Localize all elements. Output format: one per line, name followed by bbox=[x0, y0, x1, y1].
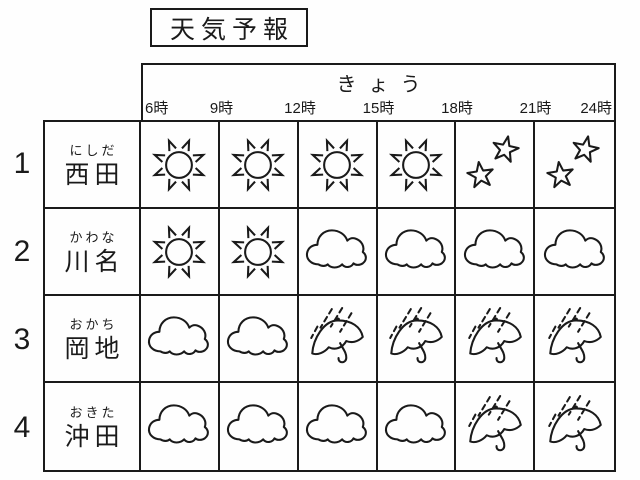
furigana-label: かわな bbox=[69, 230, 118, 246]
rain-umbrella-icon bbox=[304, 306, 370, 372]
forecast-grid: にしだ西田かわな川名おかち岡地おきた沖田 bbox=[43, 120, 616, 472]
cloud-icon bbox=[304, 219, 370, 285]
sun-icon bbox=[225, 219, 291, 285]
rain-umbrella-icon bbox=[383, 306, 449, 372]
cloud-icon bbox=[225, 306, 291, 372]
cloud-icon bbox=[383, 394, 449, 460]
weather-cell-row2-col3 bbox=[298, 209, 378, 296]
weather-cell-row1-col1 bbox=[141, 122, 220, 209]
cloud-icon bbox=[462, 219, 528, 285]
weather-cell-row1-col4 bbox=[377, 122, 457, 209]
rain-umbrella-icon bbox=[542, 306, 608, 372]
weather-cell-row2-col6 bbox=[535, 209, 614, 296]
weather-cell-row3-col2 bbox=[219, 296, 299, 383]
stars-icon bbox=[462, 132, 528, 198]
name-cell-沖田: おきた 沖田 bbox=[45, 383, 141, 470]
sun-icon bbox=[146, 219, 212, 285]
cloud-icon bbox=[304, 394, 370, 460]
sun-icon bbox=[304, 132, 370, 198]
rain-umbrella-icon bbox=[462, 306, 528, 372]
cloud-icon bbox=[146, 394, 212, 460]
weather-cell-row3-col1 bbox=[141, 296, 220, 383]
name-cell-西田: にしだ 西田 bbox=[45, 122, 141, 209]
page-title: 天気予報 bbox=[150, 8, 308, 47]
weather-cell-row4-col1 bbox=[141, 383, 220, 470]
time-labels-row: 6時 9時 12時 15時 18時 21時 24時 bbox=[143, 99, 614, 118]
sun-icon bbox=[146, 132, 212, 198]
weather-cell-row4-col2 bbox=[220, 383, 299, 470]
weather-cell-row4-col4 bbox=[378, 383, 457, 470]
name-label: 川名 bbox=[64, 248, 125, 277]
name-cell-岡地: おかち 岡地 bbox=[45, 296, 141, 383]
weather-cell-row3-col4 bbox=[377, 296, 457, 383]
weather-cell-row2-col5 bbox=[456, 209, 536, 296]
weather-cell-row3-col3 bbox=[298, 296, 378, 383]
row-number-2: 2 bbox=[13, 235, 31, 268]
name-label: 西田 bbox=[64, 161, 125, 190]
furigana-label: おきた bbox=[69, 405, 118, 421]
weather-cell-row2-col4 bbox=[377, 209, 457, 296]
name-label: 岡地 bbox=[64, 335, 125, 364]
time-label-21時: 21時 bbox=[519, 100, 552, 117]
weather-cell-row3-col5 bbox=[456, 296, 536, 383]
sun-icon bbox=[225, 132, 291, 198]
cloud-icon bbox=[146, 306, 212, 372]
rain-umbrella-icon bbox=[462, 394, 528, 460]
weather-cell-row1-col3 bbox=[298, 122, 378, 209]
time-label-18時: 18時 bbox=[441, 100, 473, 117]
weather-cell-row1-col5 bbox=[456, 122, 536, 209]
weather-cell-row1-col6 bbox=[535, 122, 614, 209]
weather-cell-row4-col3 bbox=[299, 383, 378, 470]
cloud-icon bbox=[542, 219, 608, 285]
weather-cell-row3-col6 bbox=[535, 296, 614, 383]
weather-cell-row4-col6 bbox=[535, 383, 614, 470]
time-label-6時: 6時 bbox=[145, 100, 169, 117]
weather-cell-row4-col5 bbox=[456, 383, 536, 470]
cloud-icon bbox=[383, 219, 449, 285]
name-cell-川名: かわな 川名 bbox=[45, 209, 141, 296]
time-label-24時: 24時 bbox=[580, 100, 612, 117]
time-label-15時: 15時 bbox=[362, 100, 395, 117]
name-label: 沖田 bbox=[64, 423, 125, 452]
day-header: きょう bbox=[336, 74, 433, 96]
stars-icon bbox=[542, 132, 608, 198]
row-number-3: 3 bbox=[13, 323, 31, 356]
row-number-1: 1 bbox=[13, 147, 31, 180]
row-number-4: 4 bbox=[13, 411, 31, 444]
furigana-label: にしだ bbox=[69, 143, 118, 159]
time-label-12時: 12時 bbox=[284, 100, 316, 117]
weather-cell-row2-col1 bbox=[141, 209, 220, 296]
furigana-label: おかち bbox=[69, 317, 118, 333]
rain-umbrella-icon bbox=[542, 394, 608, 460]
sun-icon bbox=[383, 132, 449, 198]
page-title-text: 天気予報 bbox=[169, 15, 294, 44]
table-header: きょう 6時 9時 12時 15時 18時 21時 24時 bbox=[141, 63, 616, 120]
weather-cell-row2-col2 bbox=[219, 209, 299, 296]
cloud-icon bbox=[225, 394, 291, 460]
time-label-9時: 9時 bbox=[209, 100, 234, 117]
weather-cell-row1-col2 bbox=[219, 122, 299, 209]
